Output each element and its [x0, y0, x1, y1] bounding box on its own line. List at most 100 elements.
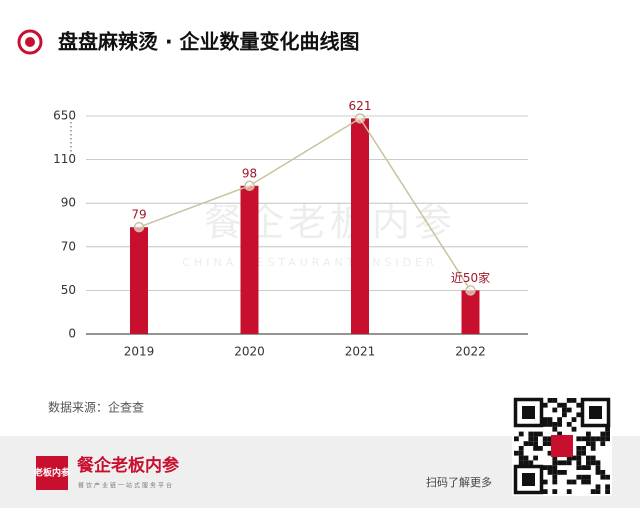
- qr-cell: [518, 431, 524, 437]
- qr-cell: [538, 431, 543, 437]
- qr-cell: [586, 479, 591, 485]
- qr-cell: [542, 479, 548, 485]
- qr-cell: [552, 455, 558, 461]
- plot: 0 50 70 90 110 650 2019 2020 2021 2022 79 98 621 近50家: [53, 99, 528, 359]
- qr-cell: [605, 426, 610, 432]
- qr-cell: [586, 441, 591, 446]
- qr-cell: [566, 398, 572, 403]
- point-marker: [465, 285, 476, 296]
- qr-cell: [562, 460, 567, 466]
- footer-brand: 餐企老板内参: [77, 455, 179, 476]
- qr-cell: [576, 436, 582, 442]
- qr-cell: [542, 465, 548, 470]
- qr-cell: [571, 455, 577, 461]
- qr-cell: [523, 441, 529, 446]
- qr-logo: [551, 435, 573, 457]
- qr-cell: [552, 398, 558, 403]
- qr-cell: [533, 431, 538, 437]
- footer-logo-text: 老板内参: [33, 467, 71, 479]
- qr-cell: [571, 398, 577, 403]
- qr-cell: [576, 474, 582, 480]
- qr-cell: [542, 436, 548, 442]
- title-icon-dot: [25, 37, 35, 47]
- y-tick-label: 70: [61, 239, 76, 253]
- qr-cell: [557, 417, 562, 422]
- qr-cell: [542, 402, 548, 408]
- qr-cell: [571, 417, 577, 422]
- qr-cell: [542, 441, 548, 446]
- qr-cell: [547, 417, 553, 422]
- qr-cell: [547, 441, 553, 446]
- watermark-sub: CHINA RESTAURANT INSIDER: [182, 256, 437, 269]
- qr-cell: [514, 436, 519, 442]
- footer-logo: [36, 456, 68, 490]
- bar: [240, 185, 259, 334]
- qr-cell: [581, 446, 586, 451]
- point-marker: [133, 221, 145, 233]
- qr-cell: [552, 465, 558, 470]
- qr-finder-core: [589, 406, 602, 419]
- qr-cell: [547, 470, 553, 475]
- qr-cell: [576, 450, 582, 456]
- qr-cell: [562, 402, 567, 408]
- y-tick-label: 90: [61, 196, 76, 210]
- qr-cell: [586, 474, 591, 480]
- qr-cell: [523, 460, 529, 466]
- qr-cell: [586, 460, 591, 466]
- qr-cell: [514, 450, 519, 456]
- qr-cell: [542, 422, 548, 427]
- qr-cell: [533, 436, 538, 442]
- qr-cell: [552, 470, 558, 475]
- qr-cell: [576, 465, 582, 470]
- qr-cell: [595, 465, 601, 470]
- data-label: 近50家: [451, 270, 490, 285]
- qr-cell: [557, 422, 562, 427]
- qr-cell: [595, 484, 601, 490]
- qr-cell: [576, 412, 582, 418]
- qr-hint: 扫码了解更多: [426, 475, 492, 489]
- qr-cell: [571, 426, 577, 432]
- x-tick-label: 2022: [455, 345, 486, 359]
- data-label: 98: [242, 166, 257, 180]
- qr-cell: [566, 460, 572, 466]
- qr-cell: [566, 455, 572, 461]
- source: 数据来源：企查查: [48, 400, 144, 415]
- qr-cell: [586, 455, 591, 461]
- bar: [351, 118, 369, 334]
- qr-cell: [576, 460, 582, 466]
- qr-cell: [533, 446, 538, 451]
- qr-finder: [513, 464, 544, 495]
- point-marker: [354, 113, 366, 124]
- point-marker: [244, 180, 255, 192]
- qr-code: [512, 396, 612, 496]
- qr-cell: [586, 465, 591, 470]
- qr-cell: [581, 479, 586, 485]
- qr-cell: [528, 436, 534, 442]
- y-tick-label: 0: [68, 327, 76, 341]
- qr-cell: [547, 465, 553, 470]
- qr-cell: [547, 422, 553, 427]
- qr-cell: [605, 474, 610, 480]
- qr-cell: [595, 436, 601, 442]
- qr-finder: [580, 397, 611, 428]
- bar: [130, 227, 148, 334]
- qr-cell: [523, 455, 529, 461]
- qr-cell: [590, 441, 596, 446]
- qr-cell: [538, 446, 543, 451]
- qr-cell: [518, 446, 524, 451]
- qr-cell: [595, 470, 601, 475]
- y-tick-label: 110: [53, 152, 76, 166]
- qr-cell: [586, 431, 591, 437]
- qr-cell: [547, 398, 553, 403]
- data-label: 621: [349, 99, 372, 113]
- qr-finder-core: [522, 473, 535, 486]
- x-tick-label: 2021: [345, 345, 376, 359]
- qr-cell: [590, 436, 596, 442]
- qr-cell: [605, 484, 610, 490]
- qr-cell: [552, 407, 558, 413]
- qr-cell: [605, 436, 610, 442]
- qr-cell: [552, 426, 558, 432]
- qr-cell: [581, 436, 586, 442]
- qr-cell: [576, 455, 582, 461]
